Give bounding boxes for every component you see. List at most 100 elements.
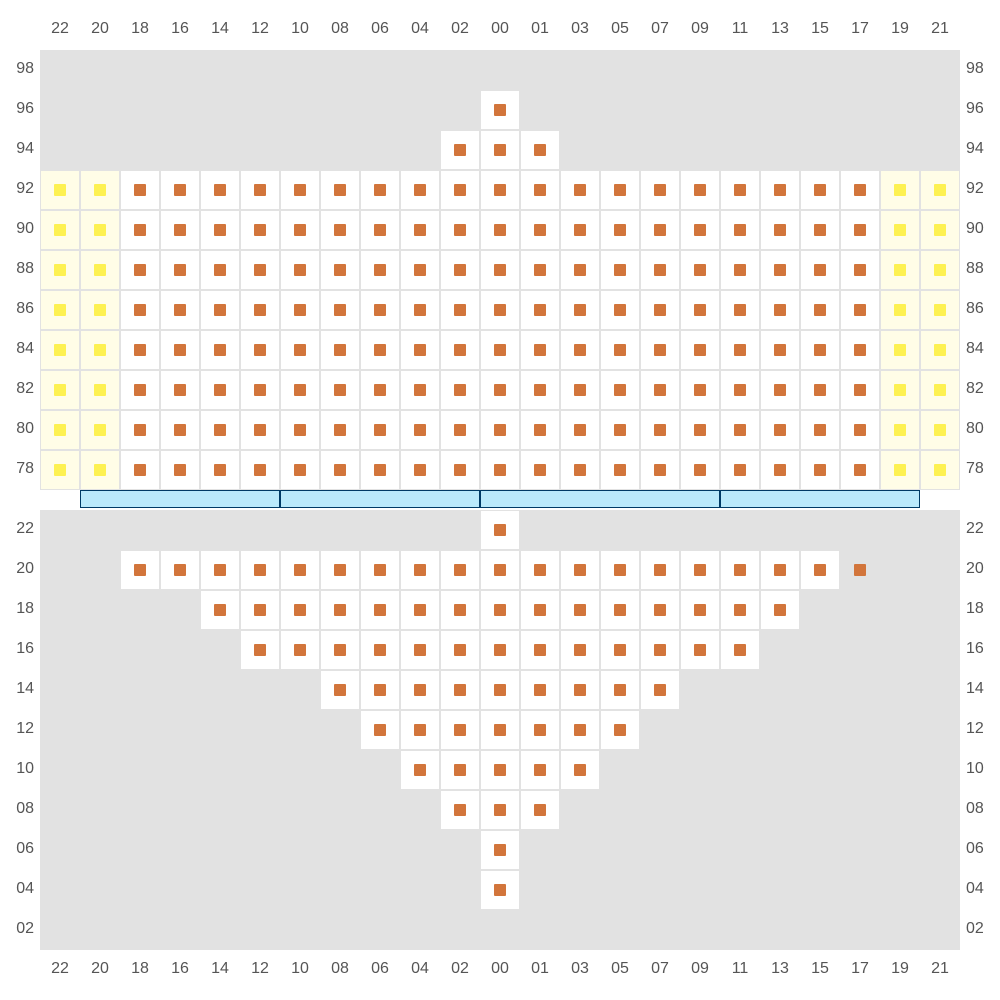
top-cell[interactable] (440, 290, 480, 330)
top-cell[interactable] (880, 410, 920, 450)
top-cell[interactable] (320, 370, 360, 410)
top-cell[interactable] (120, 370, 160, 410)
top-cell[interactable] (680, 250, 720, 290)
bot-cell[interactable] (360, 710, 400, 750)
bot-cell[interactable] (400, 670, 440, 710)
top-cell[interactable] (920, 450, 960, 490)
top-cell[interactable] (640, 410, 680, 450)
bot-cell[interactable] (360, 670, 400, 710)
bot-cell[interactable] (560, 590, 600, 630)
top-cell[interactable] (280, 250, 320, 290)
top-cell[interactable] (600, 450, 640, 490)
top-cell[interactable] (560, 290, 600, 330)
top-cell[interactable] (320, 450, 360, 490)
top-cell[interactable] (200, 450, 240, 490)
top-cell[interactable] (80, 290, 120, 330)
top-cell[interactable] (800, 410, 840, 450)
top-cell[interactable] (480, 210, 520, 250)
top-cell[interactable] (800, 330, 840, 370)
top-cell[interactable] (680, 370, 720, 410)
top-cell[interactable] (280, 210, 320, 250)
bot-cell[interactable] (400, 550, 440, 590)
bot-cell[interactable] (520, 550, 560, 590)
top-cell[interactable] (600, 250, 640, 290)
top-cell[interactable] (640, 170, 680, 210)
bot-cell[interactable] (640, 630, 680, 670)
top-cell[interactable] (640, 330, 680, 370)
top-cell[interactable] (760, 370, 800, 410)
bot-cell[interactable] (480, 790, 520, 830)
top-cell[interactable] (200, 250, 240, 290)
top-cell[interactable] (680, 410, 720, 450)
top-cell[interactable] (800, 290, 840, 330)
top-cell[interactable] (400, 450, 440, 490)
bot-cell[interactable] (440, 590, 480, 630)
top-cell[interactable] (200, 370, 240, 410)
top-cell[interactable] (800, 370, 840, 410)
top-cell[interactable] (80, 330, 120, 370)
top-cell[interactable] (480, 170, 520, 210)
top-cell[interactable] (160, 370, 200, 410)
top-cell[interactable] (840, 250, 880, 290)
bot-cell[interactable] (480, 750, 520, 790)
top-cell[interactable] (240, 410, 280, 450)
bot-cell[interactable] (440, 710, 480, 750)
bot-cell[interactable] (280, 550, 320, 590)
top-cell[interactable] (720, 450, 760, 490)
top-cell[interactable] (800, 170, 840, 210)
top-cell[interactable] (360, 370, 400, 410)
top-cell[interactable] (480, 370, 520, 410)
bot-cell[interactable] (520, 670, 560, 710)
top-cell[interactable] (720, 330, 760, 370)
top-cell[interactable] (680, 330, 720, 370)
top-cell[interactable] (680, 450, 720, 490)
top-cell[interactable] (320, 250, 360, 290)
top-cell[interactable] (560, 250, 600, 290)
bot-cell[interactable] (120, 550, 160, 590)
bot-cell[interactable] (360, 550, 400, 590)
top-cell[interactable] (400, 290, 440, 330)
top-cell[interactable] (240, 450, 280, 490)
top-cell[interactable] (720, 370, 760, 410)
top-cell[interactable] (560, 410, 600, 450)
bot-cell[interactable] (560, 670, 600, 710)
top-cell[interactable] (600, 290, 640, 330)
top-cell[interactable] (40, 170, 80, 210)
top-cell[interactable] (920, 410, 960, 450)
top-cell[interactable] (520, 170, 560, 210)
bot-cell[interactable] (480, 550, 520, 590)
top-cell[interactable] (240, 250, 280, 290)
top-cell[interactable] (880, 330, 920, 370)
top-cell[interactable] (120, 210, 160, 250)
top-cell[interactable] (560, 330, 600, 370)
top-cell[interactable] (360, 170, 400, 210)
bot-cell[interactable] (320, 630, 360, 670)
top-cell[interactable] (240, 170, 280, 210)
top-cell[interactable] (920, 330, 960, 370)
top-cell[interactable] (160, 330, 200, 370)
top-cell[interactable] (360, 410, 400, 450)
bot-cell[interactable] (800, 550, 840, 590)
top-cell[interactable] (720, 250, 760, 290)
bot-cell[interactable] (480, 670, 520, 710)
bot-cell[interactable] (440, 670, 480, 710)
top-cell[interactable] (640, 210, 680, 250)
top-cell[interactable] (480, 410, 520, 450)
top-cell[interactable] (360, 210, 400, 250)
top-cell[interactable] (160, 170, 200, 210)
top-cell[interactable] (240, 370, 280, 410)
top-cell[interactable] (760, 330, 800, 370)
top-cell[interactable] (880, 450, 920, 490)
top-cell[interactable] (920, 250, 960, 290)
bot-cell[interactable] (200, 550, 240, 590)
top-cell[interactable] (120, 410, 160, 450)
top-cell[interactable] (440, 210, 480, 250)
top-cell[interactable] (40, 250, 80, 290)
top-cell[interactable] (160, 450, 200, 490)
top-cell[interactable] (920, 170, 960, 210)
bot-cell[interactable] (480, 710, 520, 750)
top-cell[interactable] (280, 290, 320, 330)
bot-cell[interactable] (640, 670, 680, 710)
top-cell[interactable] (480, 90, 520, 130)
top-cell[interactable] (40, 290, 80, 330)
